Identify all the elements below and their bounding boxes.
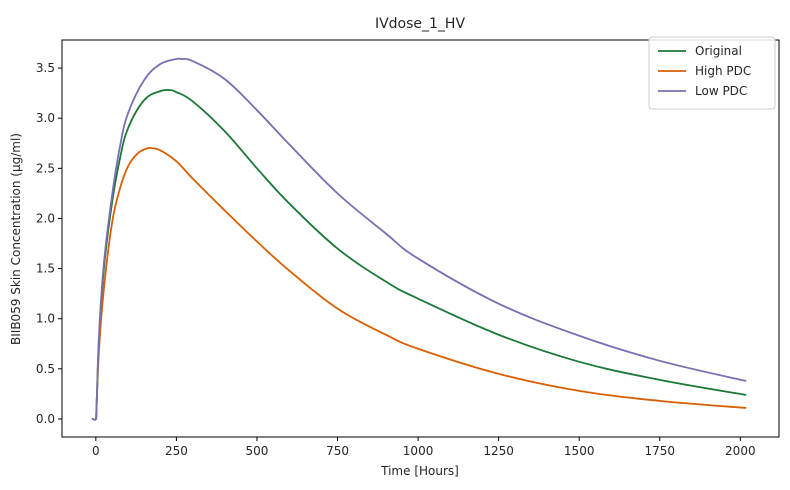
x-tick-label: 750: [326, 444, 349, 458]
plot-frame: [61, 39, 780, 438]
series-line-low-pdc: [91, 57, 747, 421]
y-axis-label: BIIB059 Skin Concentration (µg/ml): [9, 133, 23, 345]
y-tick-label: 3.0: [36, 111, 55, 125]
y-tick-label: 2.0: [36, 211, 55, 225]
y-tick-label: 3.5: [36, 61, 55, 75]
x-axis: 0 250 500 750 1000 1250 1500 1750 2000: [92, 437, 756, 458]
y-tick-label: 0.5: [36, 362, 55, 376]
y-tick-label: 1.0: [36, 312, 55, 326]
x-axis-label: Time [Hours]: [380, 464, 459, 478]
y-tick-label: 1.5: [36, 262, 55, 276]
y-tick-label: 2.5: [36, 161, 55, 175]
x-tick-label: 1750: [644, 444, 675, 458]
x-tick-label: 500: [246, 444, 269, 458]
series-lines: [91, 57, 747, 421]
y-tick-label: 0.0: [36, 412, 55, 426]
legend-label-low-pdc: Low PDC: [695, 84, 747, 98]
legend: Original High PDC Low PDC: [648, 36, 776, 110]
chart-title: IVdose_1_HV: [375, 16, 466, 32]
legend-label-high-pdc: High PDC: [695, 64, 751, 78]
x-tick-label: 1250: [483, 444, 514, 458]
legend-label-original: Original: [695, 44, 742, 58]
y-axis: 0.0 0.5 1.0 1.5 2.0 2.5 3.0 3.5: [36, 61, 62, 426]
series-line-high-pdc: [91, 146, 747, 421]
x-tick-label: 1000: [403, 444, 434, 458]
x-tick-label: 1500: [564, 444, 595, 458]
x-tick-label: 0: [92, 444, 100, 458]
x-tick-label: 2000: [725, 444, 756, 458]
x-tick-label: 250: [165, 444, 188, 458]
